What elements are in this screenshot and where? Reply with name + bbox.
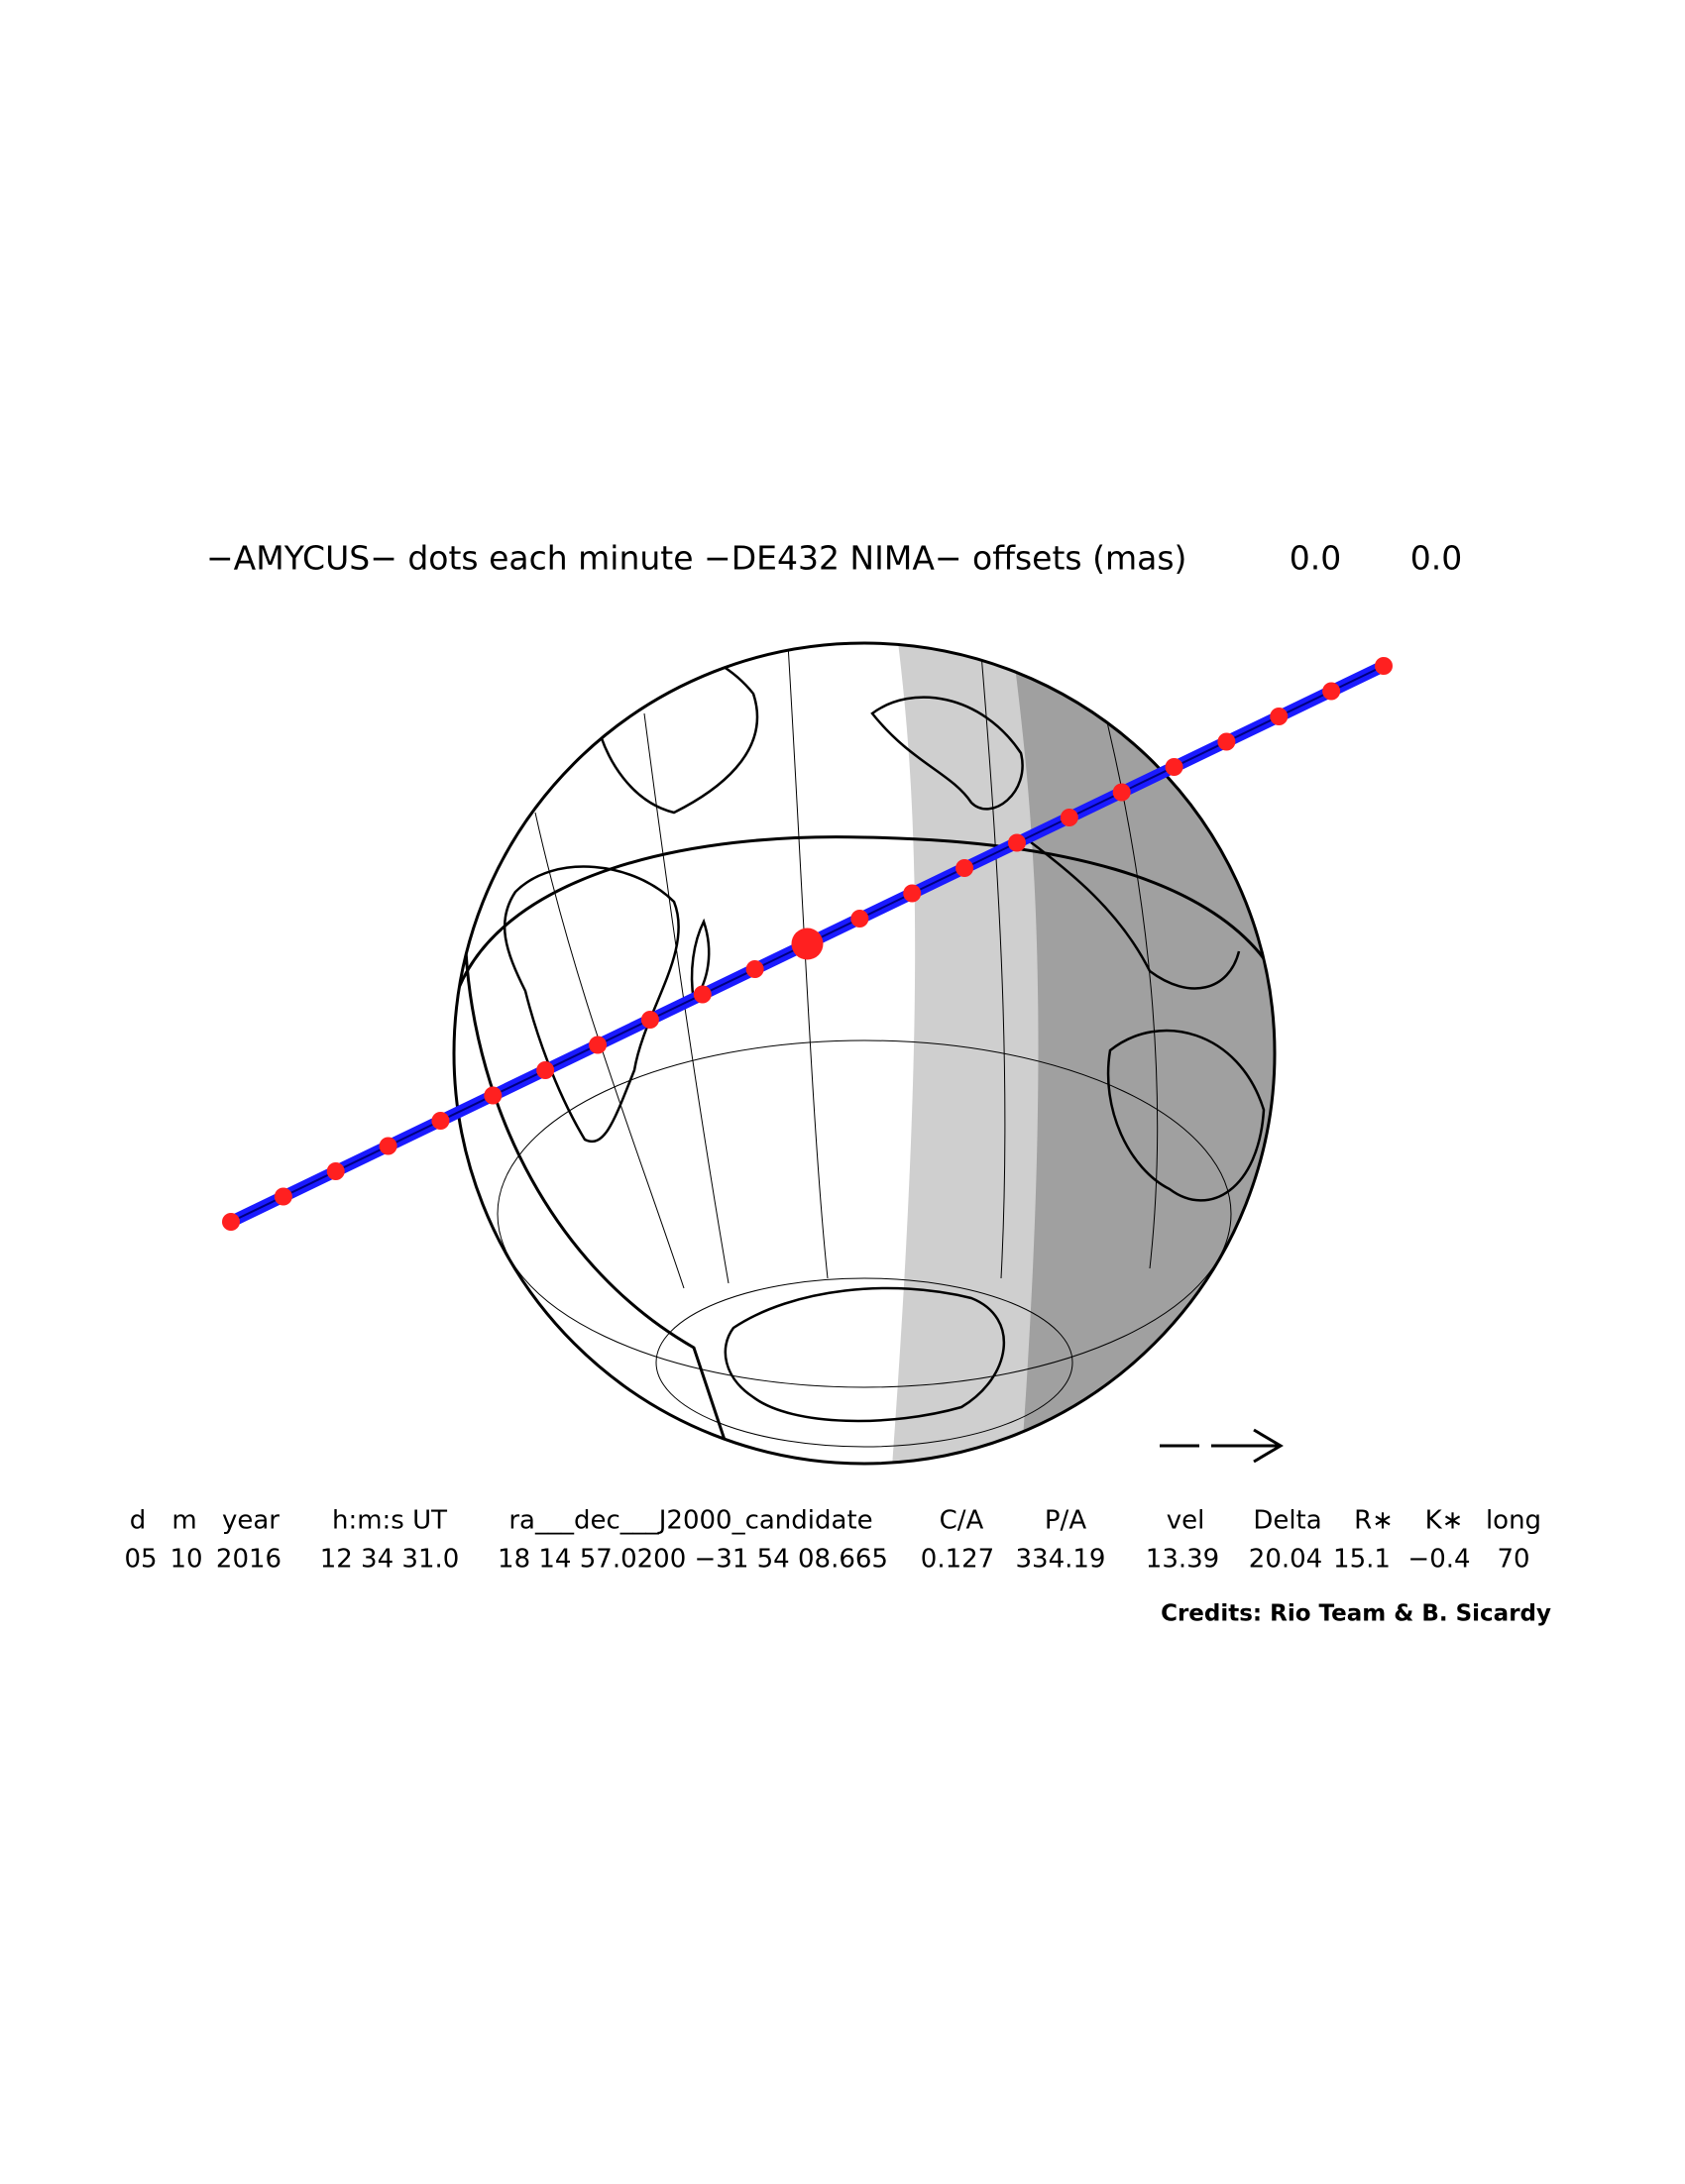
- minute-dot: [955, 859, 974, 877]
- column-header: C/A: [940, 1506, 984, 1536]
- column-header: P/A: [1045, 1506, 1086, 1536]
- globe: [452, 641, 1277, 1466]
- column-header: R∗: [1354, 1506, 1394, 1536]
- minute-dot: [640, 1011, 659, 1029]
- minute-dot: [903, 884, 922, 903]
- column-value: 70: [1497, 1545, 1529, 1575]
- column-header: m: [171, 1506, 196, 1536]
- minute-dot: [1112, 783, 1131, 802]
- minute-dot: [1060, 809, 1078, 826]
- column-header: d: [130, 1506, 147, 1536]
- column-header: K∗: [1425, 1506, 1464, 1536]
- column-header: vel: [1167, 1506, 1205, 1536]
- minute-dot: [379, 1137, 397, 1155]
- column-value: 05: [124, 1545, 157, 1575]
- minute-dot: [1270, 708, 1289, 725]
- coastlines: [503, 643, 1266, 1423]
- occultation-track: [222, 657, 1393, 1231]
- column-value: 0.127: [921, 1545, 994, 1575]
- column-header: Delta: [1253, 1506, 1321, 1536]
- column-value: 15.1: [1333, 1545, 1391, 1575]
- column-value: 12 34 31.0: [320, 1545, 460, 1575]
- column-value: 2016: [216, 1545, 281, 1575]
- column-header: year: [222, 1506, 280, 1536]
- minute-dot: [1007, 833, 1026, 852]
- minute-dot: [1217, 732, 1236, 751]
- minute-dot: [274, 1187, 292, 1206]
- minute-dot: [693, 985, 712, 1004]
- column-value: 13.39: [1146, 1545, 1219, 1575]
- column-value: 334.19: [1016, 1545, 1106, 1575]
- minute-dot: [850, 910, 869, 928]
- minute-dot: [589, 1036, 608, 1054]
- minute-dot: [484, 1086, 503, 1105]
- offset-y: 0.0: [1410, 539, 1462, 578]
- offset-x: 0.0: [1290, 539, 1341, 578]
- minute-dot: [1322, 682, 1341, 701]
- minute-dot: [1165, 758, 1183, 776]
- minute-dot: [536, 1061, 555, 1079]
- minute-dot: [745, 960, 764, 978]
- direction-arrow: [1160, 1428, 1284, 1464]
- column-value: −0.4: [1407, 1545, 1470, 1575]
- minute-dot: [222, 1213, 240, 1231]
- minute-dot: [1375, 657, 1393, 675]
- minute-dot: [326, 1162, 345, 1180]
- column-header: long: [1486, 1506, 1541, 1536]
- minute-dot: [431, 1112, 450, 1130]
- map-title: −AMYCUS− dots each minute −DE432 NIMA− o…: [206, 539, 1186, 578]
- column-header: h:m:s UT: [332, 1506, 447, 1536]
- minute-dot: [791, 928, 824, 960]
- column-value: 18 14 57.0200 −31 54 08.665: [498, 1545, 888, 1575]
- column-value: 10: [169, 1545, 202, 1575]
- column-value: 20.04: [1249, 1545, 1322, 1575]
- credits: Credits: Rio Team & B. Sicardy: [1161, 1601, 1551, 1627]
- column-header: ra___dec___J2000_candidate: [508, 1506, 872, 1536]
